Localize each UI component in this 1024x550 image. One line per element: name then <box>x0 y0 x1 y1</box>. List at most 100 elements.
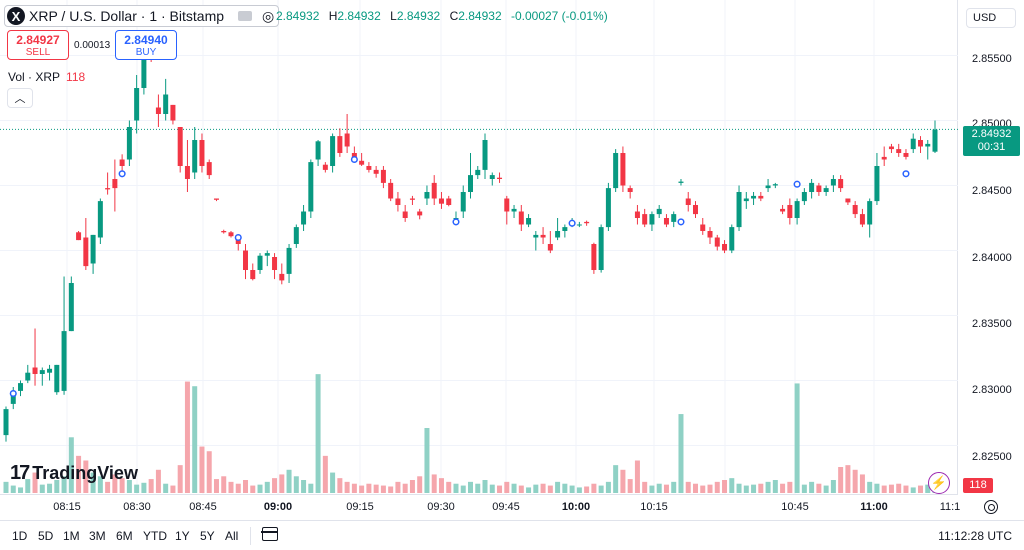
volume-bar <box>141 482 147 493</box>
volume-bar <box>547 485 553 493</box>
volume-bar <box>395 481 401 493</box>
volume-bar <box>809 481 815 493</box>
candle-body <box>97 201 103 238</box>
price-tick: 2.84000 <box>972 252 1012 264</box>
candle-body <box>61 331 67 391</box>
candle-body <box>257 255 263 270</box>
collapse-legend-button[interactable]: ︿ <box>7 88 33 108</box>
candle-body <box>547 244 553 251</box>
time-axis[interactable]: 08:15 08:30 08:45 09:00 09:15 09:30 09:45 10:00… <box>0 494 960 520</box>
calendar-icon[interactable] <box>261 527 278 541</box>
volume-bar <box>540 483 546 493</box>
candle-body <box>830 179 836 186</box>
range-button-5d[interactable]: 5D <box>38 529 54 543</box>
candle-body <box>489 175 495 179</box>
volume-bar <box>119 478 125 493</box>
settings-icon[interactable] <box>984 500 998 514</box>
candle-body <box>199 140 205 166</box>
volume-bar <box>184 381 190 493</box>
candle-body <box>780 208 786 212</box>
candle-body <box>671 214 677 222</box>
price-chart[interactable] <box>0 0 958 494</box>
time-label: 10:45 <box>781 501 809 513</box>
candle-body <box>424 192 430 199</box>
price-axis[interactable]: USD 2.85500 2.85000 2.84500 2.84000 2.83500 2… <box>958 0 1024 520</box>
volume-bar <box>620 469 626 493</box>
volume-bar <box>591 483 597 493</box>
range-button-all[interactable]: All <box>225 529 239 543</box>
time-label: 08:15 <box>53 501 81 513</box>
volume-bar <box>286 469 292 493</box>
candle-body <box>823 188 829 192</box>
candle-body <box>743 198 749 202</box>
symbol-selector[interactable]: X XRP / U.S. Dollar · 1 · Bitstamp ◎ <box>4 5 280 27</box>
range-button-1y[interactable]: 1Y <box>175 529 190 543</box>
candle-body <box>729 227 735 251</box>
chart-pane[interactable]: X XRP / U.S. Dollar · 1 · Bitstamp ◎ 2.8… <box>0 0 958 494</box>
eye-icon[interactable]: ◎ <box>262 7 275 24</box>
sell-button[interactable]: 2.84927 SELL <box>7 30 69 60</box>
volume-bar <box>468 481 473 493</box>
candle-body <box>511 208 517 212</box>
candle-body <box>874 166 880 202</box>
volume-bar <box>736 483 742 493</box>
candle-body <box>388 182 394 199</box>
tv-logo-text: TradingView <box>32 463 138 483</box>
volume-bar <box>373 484 379 493</box>
candle-body <box>663 218 669 225</box>
volume-bar <box>751 484 757 493</box>
volume-bar <box>656 483 662 493</box>
volume-bar <box>330 472 336 493</box>
ohlc-high: 2.84932 <box>337 9 381 23</box>
range-button-6m[interactable]: 6M <box>116 529 133 543</box>
volume-bar <box>627 479 633 493</box>
candle-body <box>751 195 757 199</box>
candle-body <box>656 208 662 215</box>
time-label: 09:15 <box>346 501 374 513</box>
buy-button[interactable]: 2.84940 BUY <box>115 30 177 60</box>
candle-body <box>816 185 822 192</box>
volume-bar <box>489 484 495 493</box>
ohlc-low: 2.84932 <box>396 9 441 23</box>
candle-body <box>627 188 633 192</box>
candle-body <box>925 143 931 147</box>
volume-bar <box>344 481 350 493</box>
candle-body <box>315 141 321 160</box>
volume-bar <box>431 474 437 493</box>
candle-body <box>163 94 169 114</box>
volume-bar <box>10 485 16 493</box>
dividend-marker-icon <box>9 389 17 398</box>
candle-body <box>417 211 423 216</box>
candle-body <box>649 214 655 225</box>
volume-value: 118 <box>66 70 86 84</box>
volume-bar <box>388 486 394 493</box>
tradingview-logo[interactable]: 17 TradingView <box>10 462 138 485</box>
price-tick: 2.82500 <box>972 451 1012 463</box>
candle-body <box>446 198 452 205</box>
candle-body <box>359 160 365 165</box>
volume-bar <box>925 484 931 493</box>
candle-body <box>301 211 307 225</box>
price-tick: 2.83000 <box>972 384 1012 396</box>
volume-bar <box>533 484 539 493</box>
volume-bar <box>903 485 909 493</box>
candle-body <box>177 127 183 166</box>
currency-button[interactable]: USD <box>966 8 1016 28</box>
lightning-icon[interactable]: ⚡ <box>928 472 950 494</box>
volume-bar <box>279 474 285 493</box>
hide-icon[interactable] <box>238 11 253 21</box>
range-button-5y[interactable]: 5Y <box>200 529 215 543</box>
candle-body <box>526 218 532 225</box>
range-button-1m[interactable]: 1M <box>63 529 80 543</box>
range-button-ytd[interactable]: YTD <box>143 529 167 543</box>
candle-body <box>888 146 894 150</box>
candle-body <box>838 179 844 189</box>
clock-display[interactable]: 11:12:28 UTC <box>938 529 1012 543</box>
candle-body <box>155 107 161 114</box>
range-button-3m[interactable]: 3M <box>89 529 106 543</box>
volume-bar <box>199 446 205 493</box>
volume-bar <box>678 414 684 493</box>
volume-legend[interactable]: Vol · XRP 118 <box>8 70 85 84</box>
range-button-1d[interactable]: 1D <box>12 529 28 543</box>
volume-bar <box>888 484 894 493</box>
